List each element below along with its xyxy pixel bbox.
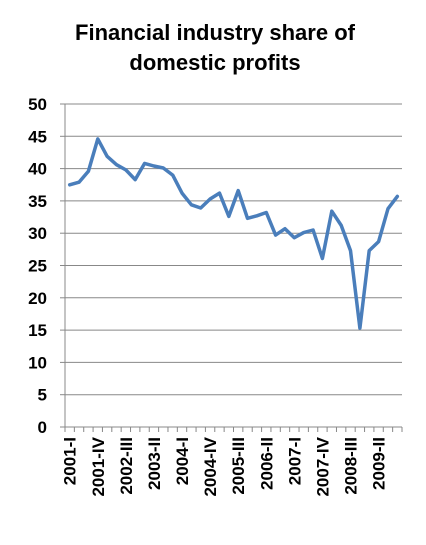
data-point	[246, 217, 249, 220]
data-point	[190, 203, 193, 206]
data-point	[96, 137, 99, 141]
chart-title-line-1: Financial industry share of	[75, 20, 355, 45]
data-point	[396, 195, 399, 198]
x-tick-label: 2001-IV	[89, 436, 108, 496]
data-point	[377, 240, 380, 243]
data-point	[218, 191, 221, 195]
data-point	[124, 168, 128, 172]
data-point	[236, 189, 240, 192]
data-point	[274, 233, 277, 237]
data-point	[265, 211, 268, 214]
data-point	[283, 227, 287, 230]
x-tick-label: 2002-III	[117, 437, 136, 495]
y-tick-label: 50	[28, 95, 47, 114]
series-line	[67, 137, 400, 330]
x-tick-label: 2007-IV	[313, 436, 332, 496]
data-point	[255, 214, 259, 217]
y-tick-label: 30	[28, 224, 47, 243]
chart-title: Financial industry share of domestic pro…	[40, 18, 390, 78]
data-point	[87, 169, 90, 173]
y-tick-label: 25	[28, 257, 47, 276]
data-point	[171, 173, 174, 177]
data-point	[358, 326, 362, 330]
data-point	[227, 215, 231, 218]
data-point	[105, 155, 109, 158]
data-point	[162, 166, 165, 170]
x-tick-label: 2001-I	[61, 437, 80, 485]
data-point	[77, 180, 81, 184]
data-point	[311, 228, 315, 232]
x-tick-label: 2008-III	[342, 437, 361, 495]
x-tick-label: 2004-IV	[201, 436, 220, 496]
data-point	[68, 183, 71, 186]
data-point	[321, 257, 324, 260]
data-point	[115, 163, 118, 166]
data-point	[199, 206, 202, 210]
y-tick-label: 10	[28, 353, 47, 372]
data-point	[293, 236, 296, 239]
data-point	[208, 197, 212, 201]
data-point	[368, 249, 371, 252]
data-point	[302, 231, 305, 234]
x-tick-label: 2007-I	[285, 437, 304, 485]
y-tick-label: 5	[38, 386, 47, 405]
data-point	[180, 191, 184, 195]
x-tick-label: 2005-III	[229, 437, 248, 495]
y-tick-label: 20	[28, 289, 47, 308]
data-point	[152, 164, 156, 168]
data-point	[349, 249, 352, 252]
data-point	[386, 207, 390, 210]
x-tick-label: 2004-I	[173, 437, 192, 485]
y-tick-label: 15	[28, 321, 47, 340]
data-point	[330, 210, 333, 213]
chart-title-line-2: domestic profits	[129, 50, 301, 75]
data-point	[339, 224, 343, 227]
y-tick-label: 40	[28, 160, 47, 179]
y-tick-label: 0	[38, 418, 47, 437]
y-tick-label: 35	[28, 192, 47, 211]
x-tick-label: 2009-II	[370, 437, 389, 490]
y-tick-label: 45	[28, 127, 47, 146]
x-tick-label: 2003-II	[145, 437, 164, 490]
data-point	[134, 178, 137, 181]
x-tick-label: 2006-II	[257, 437, 276, 490]
data-point	[143, 162, 146, 165]
